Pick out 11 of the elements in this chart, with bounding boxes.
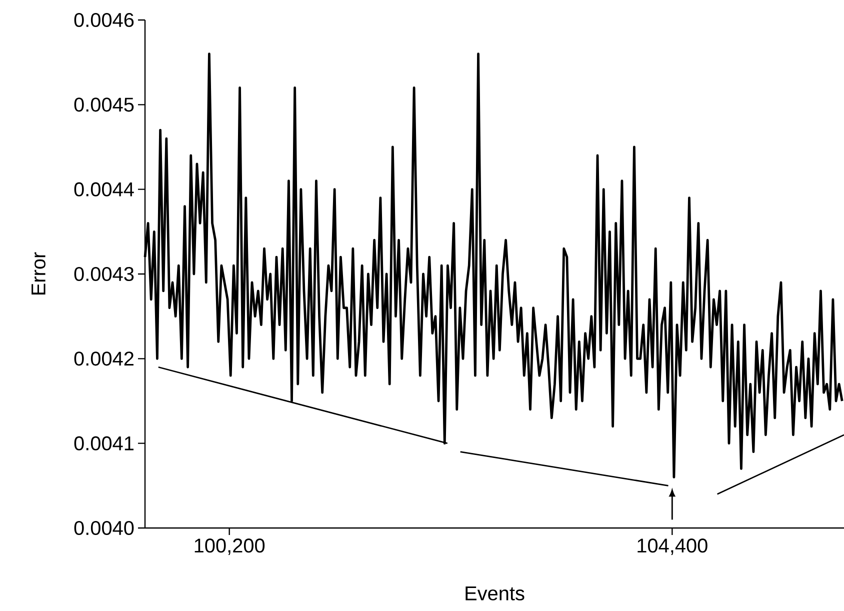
y-tick-label: 0.0045 [74,98,134,112]
x-tick-label: 100,200 [194,538,265,555]
y-tick-label: 0.0042 [74,352,134,366]
y-tick-label: 0.0040 [74,520,134,536]
y-tick-label: 0.0041 [74,436,134,450]
x-axis-title: Events [466,586,524,600]
y-tick-label: 0.0044 [74,182,134,196]
y-tick-label: 0.0046 [74,12,134,28]
y-tick-label: 0.0043 [74,266,134,282]
x-tick-label: 104,400 [638,538,708,555]
y-axis-title: Error [32,252,46,294]
